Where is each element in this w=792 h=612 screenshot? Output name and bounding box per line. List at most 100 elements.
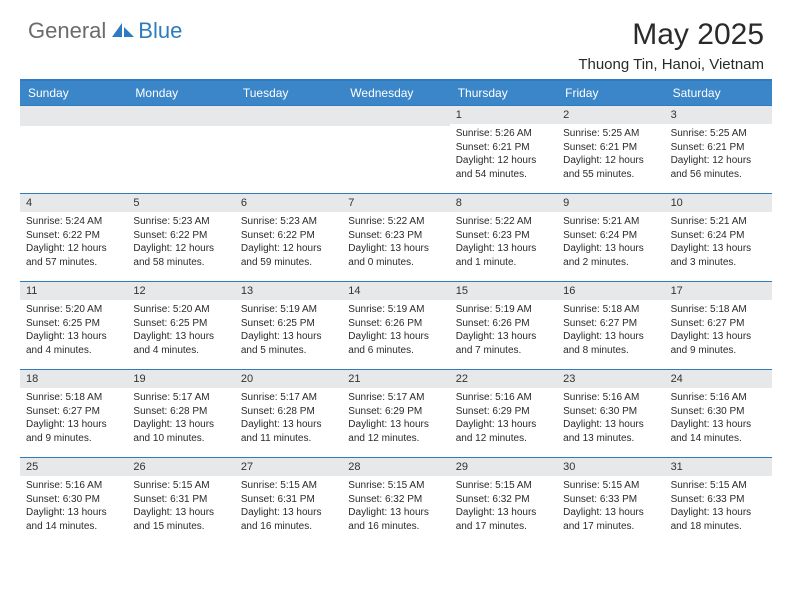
day-data: Sunrise: 5:20 AMSunset: 6:25 PMDaylight:…: [20, 300, 127, 363]
day-data: Sunrise: 5:26 AMSunset: 6:21 PMDaylight:…: [450, 124, 557, 187]
day-cell: 14Sunrise: 5:19 AMSunset: 6:26 PMDayligh…: [342, 281, 449, 369]
day-number: 27: [235, 458, 342, 476]
day-data: Sunrise: 5:15 AMSunset: 6:32 PMDaylight:…: [450, 476, 557, 539]
day-cell: 17Sunrise: 5:18 AMSunset: 6:27 PMDayligh…: [665, 281, 772, 369]
day-data: Sunrise: 5:22 AMSunset: 6:23 PMDaylight:…: [450, 212, 557, 275]
day-number: 16: [557, 282, 664, 300]
day-data: Sunrise: 5:24 AMSunset: 6:22 PMDaylight:…: [20, 212, 127, 275]
day-cell: 11Sunrise: 5:20 AMSunset: 6:25 PMDayligh…: [20, 281, 127, 369]
day-cell: 3Sunrise: 5:25 AMSunset: 6:21 PMDaylight…: [665, 105, 772, 193]
day-number: 31: [665, 458, 772, 476]
day-number: 13: [235, 282, 342, 300]
title-block: May 2025 Thuong Tin, Hanoi, Vietnam: [578, 18, 764, 73]
logo: General Blue: [28, 18, 182, 44]
day-number: 12: [127, 282, 234, 300]
day-cell: 4Sunrise: 5:24 AMSunset: 6:22 PMDaylight…: [20, 193, 127, 281]
day-cell: 21Sunrise: 5:17 AMSunset: 6:29 PMDayligh…: [342, 369, 449, 457]
day-cell: 15Sunrise: 5:19 AMSunset: 6:26 PMDayligh…: [450, 281, 557, 369]
day-data: Sunrise: 5:15 AMSunset: 6:33 PMDaylight:…: [665, 476, 772, 539]
day-number: 17: [665, 282, 772, 300]
day-number: 4: [20, 194, 127, 212]
day-number: 8: [450, 194, 557, 212]
logo-text-general: General: [28, 18, 106, 44]
day-cell: 26Sunrise: 5:15 AMSunset: 6:31 PMDayligh…: [127, 457, 234, 545]
day-header: Tuesday: [235, 81, 342, 105]
day-cell: 24Sunrise: 5:16 AMSunset: 6:30 PMDayligh…: [665, 369, 772, 457]
day-number: 18: [20, 370, 127, 388]
day-cell: 22Sunrise: 5:16 AMSunset: 6:29 PMDayligh…: [450, 369, 557, 457]
day-cell: 31Sunrise: 5:15 AMSunset: 6:33 PMDayligh…: [665, 457, 772, 545]
day-data: Sunrise: 5:19 AMSunset: 6:25 PMDaylight:…: [235, 300, 342, 363]
day-number: 20: [235, 370, 342, 388]
day-cell: 16Sunrise: 5:18 AMSunset: 6:27 PMDayligh…: [557, 281, 664, 369]
day-number: 5: [127, 194, 234, 212]
day-data: Sunrise: 5:18 AMSunset: 6:27 PMDaylight:…: [557, 300, 664, 363]
day-cell: 29Sunrise: 5:15 AMSunset: 6:32 PMDayligh…: [450, 457, 557, 545]
day-number: 1: [450, 106, 557, 124]
day-cell: 27Sunrise: 5:15 AMSunset: 6:31 PMDayligh…: [235, 457, 342, 545]
day-number: 15: [450, 282, 557, 300]
day-number: 9: [557, 194, 664, 212]
logo-text-blue: Blue: [138, 18, 182, 44]
day-data: Sunrise: 5:17 AMSunset: 6:29 PMDaylight:…: [342, 388, 449, 451]
day-cell: 23Sunrise: 5:16 AMSunset: 6:30 PMDayligh…: [557, 369, 664, 457]
day-cell: 6Sunrise: 5:23 AMSunset: 6:22 PMDaylight…: [235, 193, 342, 281]
day-cell: 25Sunrise: 5:16 AMSunset: 6:30 PMDayligh…: [20, 457, 127, 545]
day-number: 23: [557, 370, 664, 388]
day-cell: 7Sunrise: 5:22 AMSunset: 6:23 PMDaylight…: [342, 193, 449, 281]
day-number: 14: [342, 282, 449, 300]
day-number: 19: [127, 370, 234, 388]
day-header: Friday: [557, 81, 664, 105]
day-cell: 12Sunrise: 5:20 AMSunset: 6:25 PMDayligh…: [127, 281, 234, 369]
day-cell: 9Sunrise: 5:21 AMSunset: 6:24 PMDaylight…: [557, 193, 664, 281]
day-data: Sunrise: 5:15 AMSunset: 6:31 PMDaylight:…: [235, 476, 342, 539]
day-cell: 19Sunrise: 5:17 AMSunset: 6:28 PMDayligh…: [127, 369, 234, 457]
day-number: 11: [20, 282, 127, 300]
day-number: 6: [235, 194, 342, 212]
day-cell: 5Sunrise: 5:23 AMSunset: 6:22 PMDaylight…: [127, 193, 234, 281]
day-data: Sunrise: 5:16 AMSunset: 6:30 PMDaylight:…: [557, 388, 664, 451]
day-cell: 2Sunrise: 5:25 AMSunset: 6:21 PMDaylight…: [557, 105, 664, 193]
day-cell: 18Sunrise: 5:18 AMSunset: 6:27 PMDayligh…: [20, 369, 127, 457]
day-number: 22: [450, 370, 557, 388]
day-number: 29: [450, 458, 557, 476]
day-header: Saturday: [665, 81, 772, 105]
day-cell: 1Sunrise: 5:26 AMSunset: 6:21 PMDaylight…: [450, 105, 557, 193]
location: Thuong Tin, Hanoi, Vietnam: [578, 56, 764, 73]
empty-cell: [342, 105, 449, 193]
empty-cell: [235, 105, 342, 193]
day-data: Sunrise: 5:23 AMSunset: 6:22 PMDaylight:…: [127, 212, 234, 275]
day-number: 26: [127, 458, 234, 476]
day-cell: 10Sunrise: 5:21 AMSunset: 6:24 PMDayligh…: [665, 193, 772, 281]
sail-icon: [110, 21, 136, 39]
day-number: 3: [665, 106, 772, 124]
day-data: Sunrise: 5:23 AMSunset: 6:22 PMDaylight:…: [235, 212, 342, 275]
day-data: Sunrise: 5:16 AMSunset: 6:29 PMDaylight:…: [450, 388, 557, 451]
empty-cell: [20, 105, 127, 193]
day-number: 21: [342, 370, 449, 388]
empty-cell: [127, 105, 234, 193]
day-data: Sunrise: 5:15 AMSunset: 6:32 PMDaylight:…: [342, 476, 449, 539]
day-data: Sunrise: 5:17 AMSunset: 6:28 PMDaylight:…: [127, 388, 234, 451]
day-number: 30: [557, 458, 664, 476]
day-number: 10: [665, 194, 772, 212]
day-header: Sunday: [20, 81, 127, 105]
day-data: Sunrise: 5:15 AMSunset: 6:31 PMDaylight:…: [127, 476, 234, 539]
day-data: Sunrise: 5:21 AMSunset: 6:24 PMDaylight:…: [557, 212, 664, 275]
day-data: Sunrise: 5:19 AMSunset: 6:26 PMDaylight:…: [450, 300, 557, 363]
day-data: Sunrise: 5:19 AMSunset: 6:26 PMDaylight:…: [342, 300, 449, 363]
day-number: 7: [342, 194, 449, 212]
day-data: Sunrise: 5:15 AMSunset: 6:33 PMDaylight:…: [557, 476, 664, 539]
day-cell: 13Sunrise: 5:19 AMSunset: 6:25 PMDayligh…: [235, 281, 342, 369]
header: General Blue May 2025 Thuong Tin, Hanoi,…: [0, 0, 792, 79]
day-data: Sunrise: 5:22 AMSunset: 6:23 PMDaylight:…: [342, 212, 449, 275]
day-data: Sunrise: 5:18 AMSunset: 6:27 PMDaylight:…: [665, 300, 772, 363]
day-header: Monday: [127, 81, 234, 105]
day-cell: 8Sunrise: 5:22 AMSunset: 6:23 PMDaylight…: [450, 193, 557, 281]
calendar-grid: SundayMondayTuesdayWednesdayThursdayFrid…: [20, 79, 772, 545]
month-title: May 2025: [578, 18, 764, 52]
day-number: 2: [557, 106, 664, 124]
day-data: Sunrise: 5:21 AMSunset: 6:24 PMDaylight:…: [665, 212, 772, 275]
day-cell: 30Sunrise: 5:15 AMSunset: 6:33 PMDayligh…: [557, 457, 664, 545]
day-data: Sunrise: 5:17 AMSunset: 6:28 PMDaylight:…: [235, 388, 342, 451]
